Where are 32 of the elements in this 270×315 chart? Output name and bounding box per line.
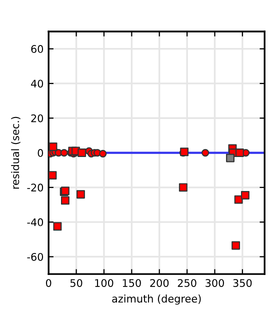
x-tick-label: 100 [95, 279, 114, 287]
y-tick-label: 0 [38, 149, 44, 157]
y-tick-label: 60 [31, 45, 44, 53]
point [48, 142, 58, 151]
x-axis-title: azimuth (degree) [112, 294, 201, 305]
y-tick-label: -20 [27, 184, 44, 192]
point [232, 241, 240, 250]
y-tick-label: 20 [31, 114, 44, 122]
x-tick-label: 50 [70, 279, 82, 287]
x-tick-label: 300 [206, 279, 224, 287]
point [234, 195, 243, 204]
y-tick-label: -60 [27, 252, 44, 261]
point [60, 148, 68, 157]
x-tick-label: 0 [46, 279, 52, 287]
point [76, 190, 85, 199]
y-axis-title: residual (sec.) [11, 116, 20, 189]
x-tick-label: 350 [233, 279, 252, 287]
y-tick-label: -40 [27, 218, 44, 226]
point [48, 171, 57, 180]
point [99, 150, 107, 158]
point [53, 222, 62, 231]
x-tick-label: 200 [150, 279, 169, 287]
point [202, 148, 210, 157]
point [235, 148, 244, 158]
point [240, 190, 250, 200]
point [226, 154, 234, 162]
point [60, 196, 70, 205]
x-tick-label: 150 [122, 279, 141, 287]
y-tick-label: 40 [30, 80, 44, 88]
x-tick-label: 250 [178, 279, 196, 287]
point [78, 148, 86, 158]
point [178, 183, 188, 192]
